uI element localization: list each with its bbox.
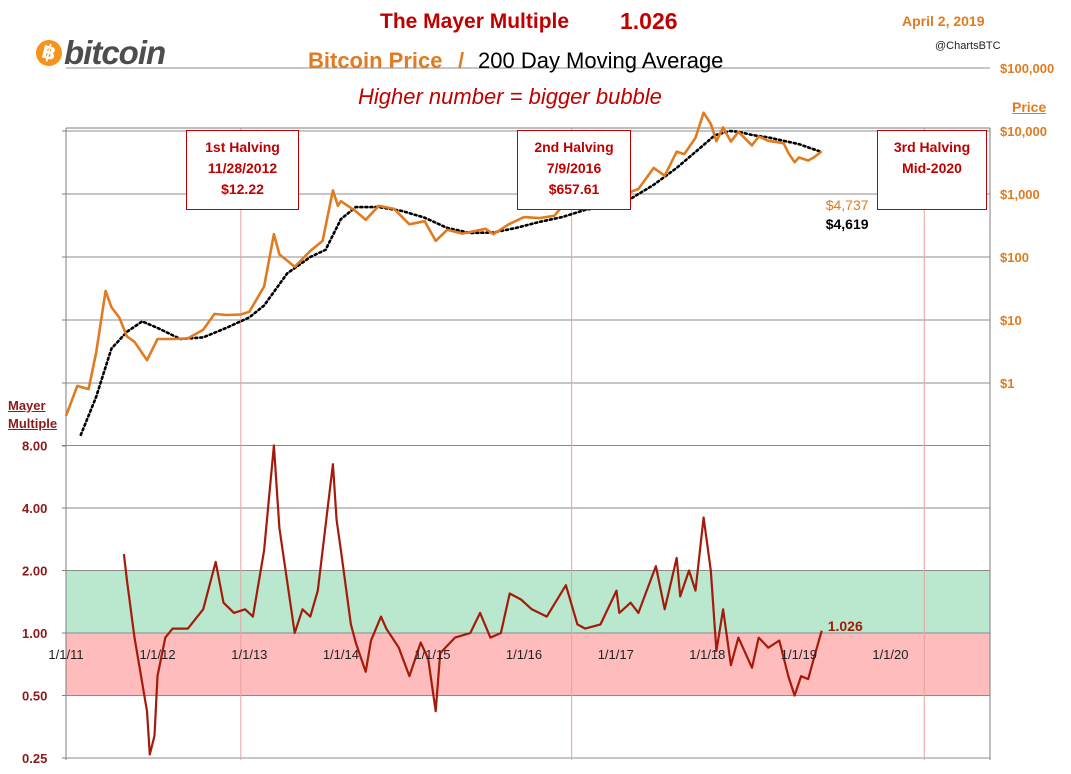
first-halving-annotation: 1st Halving 11/28/2012 $12.22 [186,130,299,210]
first-halving-price: $12.22 [221,181,264,197]
bitcoin-logo: ฿ bitcoin [33,34,166,72]
x-tick-label: 1/1/14 [323,647,359,662]
chart-date: April 2, 2019 [902,13,985,29]
price-tick-label: $100 [1000,250,1029,265]
chart-title: The Mayer Multiple [380,10,570,33]
multiple-axis-title-line2: Multiple [8,416,58,431]
second-halving-annotation: 2nd Halving 7/9/2016 $657.61 [517,130,631,210]
price-tick-label: $1,000 [1000,187,1040,202]
subtitle-separator: / [458,48,465,73]
third-halving-date: Mid-2020 [902,160,962,176]
x-tick-label: 1/1/20 [872,647,908,662]
price-tick-label: $100,000 [1000,61,1054,76]
chart-tagline: Higher number = bigger bubble [358,84,662,109]
moving-average-end-label: $4,619 [826,216,869,232]
multiple-tick-label: 4.00 [22,501,47,516]
band-red [66,633,990,696]
x-tick-label: 1/1/17 [598,647,634,662]
multiple-axis-title-line1: Mayer [8,398,46,413]
mayer-multiple-line [122,444,823,756]
multiple-axis-title: Mayer Multiple [8,397,57,433]
multiple-tick-label: 8.00 [22,439,47,454]
first-halving-title: 1st Halving [205,139,280,155]
second-halving-title: 2nd Halving [534,139,614,155]
x-tick-label: 1/1/18 [689,647,725,662]
price-tick-label: $1 [1000,376,1014,391]
x-tick-label: 1/1/11 [48,647,83,662]
bitcoin-wordmark: bitcoin [64,34,166,71]
price-axis-title: Price [1012,99,1047,115]
author-handle: @ChartsBTC [935,40,1001,52]
x-tick-label: 1/1/16 [506,647,542,662]
first-halving-date: 11/28/2012 [207,160,278,176]
x-tick-label: 1/1/13 [231,647,267,662]
x-tick-label: 1/1/19 [781,647,817,662]
multiple-tick-label: 0.25 [22,751,47,766]
price-end-label: $4,737 [826,197,869,213]
bitcoin-price-line [64,111,823,417]
x-tick-label: 1/1/12 [139,647,175,662]
chart-title-value: 1.026 [620,8,678,34]
subtitle-price: Bitcoin Price [308,48,443,73]
multiple-tick-label: 1.00 [22,626,47,641]
price-tick-label: $10,000 [1000,124,1047,139]
second-halving-date: 7/9/2016 [546,160,602,176]
second-halving-price: $657.61 [548,181,600,197]
bitcoin-coin-icon: ฿ [33,37,65,69]
multiple-tick-label: 2.00 [22,564,47,579]
third-halving-annotation: 3rd Halving Mid-2020 [877,130,987,210]
subtitle-moving-average: 200 Day Moving Average [478,48,724,73]
third-halving-title: 3rd Halving [893,139,971,155]
x-tick-label: 1/1/15 [414,647,450,662]
multiple-tick-label: 0.50 [22,689,47,704]
price-tick-label: $10 [1000,313,1022,328]
multiple-end-label: 1.026 [828,618,863,634]
